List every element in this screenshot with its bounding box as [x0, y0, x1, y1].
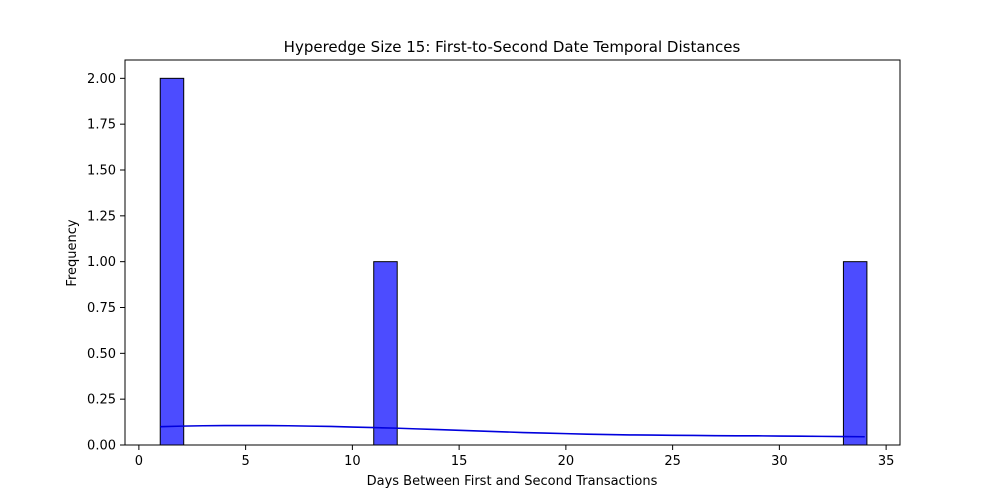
kde-curve: [160, 424, 865, 438]
y-tick-label: 0.25: [87, 393, 116, 408]
y-tick-label: 0.50: [87, 347, 116, 362]
x-tick-label: 15: [451, 454, 468, 469]
histogram-bar: [842, 261, 868, 446]
y-axis-label: Frequency: [65, 219, 80, 286]
y-axis-ticks: 0.00 0.25 0.50 0.75 1.00 1.25 1.50 1.75 2.00: [87, 72, 125, 454]
y-tick-label: 0.75: [87, 301, 116, 316]
x-axis-ticks: 0 5 10 15 20 25 30 35: [135, 445, 895, 469]
chart-title: Hyperedge Size 15: First-to-Second Date …: [284, 38, 741, 56]
histogram-bar: [373, 261, 398, 446]
y-tick-label: 1.25: [87, 209, 116, 224]
plot-frame: [124, 59, 901, 446]
x-axis-label: Days Between First and Second Transactio…: [367, 474, 658, 489]
bars-group: [159, 77, 868, 446]
x-tick-label: 20: [558, 454, 575, 469]
x-tick-label: 35: [878, 454, 895, 469]
y-tick-label: 1.00: [87, 255, 116, 270]
x-tick-label: 0: [135, 454, 143, 469]
x-tick-label: 10: [344, 454, 361, 469]
y-tick-label: 0.00: [87, 439, 116, 454]
x-tick-label: 25: [664, 454, 681, 469]
y-tick-label: 2.00: [87, 72, 116, 87]
y-tick-label: 1.50: [87, 164, 116, 179]
y-tick-label: 1.75: [87, 118, 116, 133]
histogram-bar: [159, 77, 185, 446]
x-tick-label: 5: [241, 454, 249, 469]
x-tick-label: 30: [771, 454, 788, 469]
